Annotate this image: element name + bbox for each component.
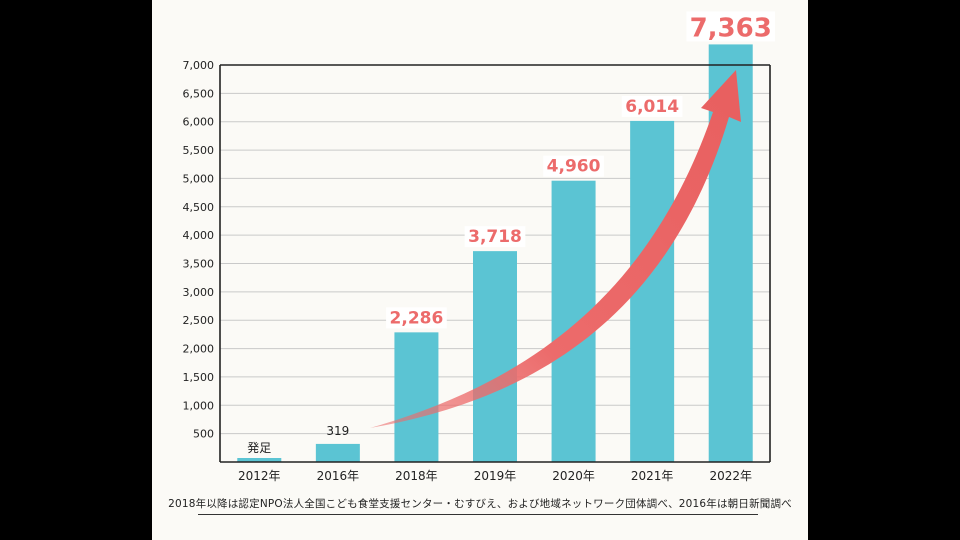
bar-2021年	[630, 120, 675, 462]
bar-2018年	[394, 332, 439, 462]
bars	[237, 44, 753, 462]
x-tick-label: 2020年	[552, 469, 595, 483]
data-label-backdrop	[621, 95, 683, 117]
x-tick-label: 2022年	[709, 469, 752, 483]
y-tick-label: 1,000	[183, 399, 215, 412]
y-tick-label: 7,000	[183, 59, 215, 72]
data-label-backdrop	[686, 11, 776, 42]
data-label: 319	[326, 424, 349, 438]
growth-arrow-shape	[370, 70, 741, 428]
data-label: 6,014	[625, 97, 679, 117]
growth-arrow	[370, 70, 741, 428]
data-label: 3,718	[468, 227, 522, 247]
y-tick-label: 5,000	[183, 172, 215, 185]
y-tick-label: 2,500	[183, 314, 215, 327]
x-tick-label: 2019年	[474, 469, 517, 483]
data-label-backdrop	[464, 226, 526, 248]
x-tick-label: 2012年	[238, 469, 281, 483]
y-tick-label: 2,000	[183, 343, 215, 356]
y-tick-label: 4,500	[183, 201, 215, 214]
y-tick-label: 5,500	[183, 144, 215, 157]
axes: 500 1,000 1,500 2,000 2,500 3,000 3,500 4,000 4,…	[183, 59, 771, 483]
y-tick-label: 1,500	[183, 371, 215, 384]
data-label: 4,960	[547, 157, 601, 177]
y-tick-label: 3,000	[183, 286, 215, 299]
data-label-backdrop	[386, 307, 447, 329]
data-label: 2,286	[390, 308, 444, 328]
y-tick-label: 3,500	[183, 258, 215, 271]
data-label: 7,363	[690, 13, 772, 43]
y-tick-label: 4,000	[183, 229, 215, 242]
bar-2016年	[315, 443, 360, 462]
data-label: 発足	[247, 441, 271, 455]
y-tick-label: 500	[193, 428, 214, 441]
y-tick-label: 6,000	[183, 116, 215, 129]
data-label-backdrop	[543, 155, 604, 177]
bar-2019年	[473, 251, 517, 462]
data-labels: 発足 319 2,286 3,718 4,960 6,014 7,363	[247, 11, 776, 455]
y-tick-label: 6,500	[183, 87, 215, 100]
x-tick-label: 2016年	[317, 469, 360, 483]
footnote: 2018年以降は認定NPO法人全国こども食堂支援センター・むすびえ、および地域ネ…	[168, 498, 792, 510]
bar-2012年	[237, 458, 282, 462]
x-tick-label: 2021年	[631, 469, 674, 483]
x-tick-label: 2018年	[395, 469, 438, 483]
footnote-rule	[198, 514, 758, 515]
